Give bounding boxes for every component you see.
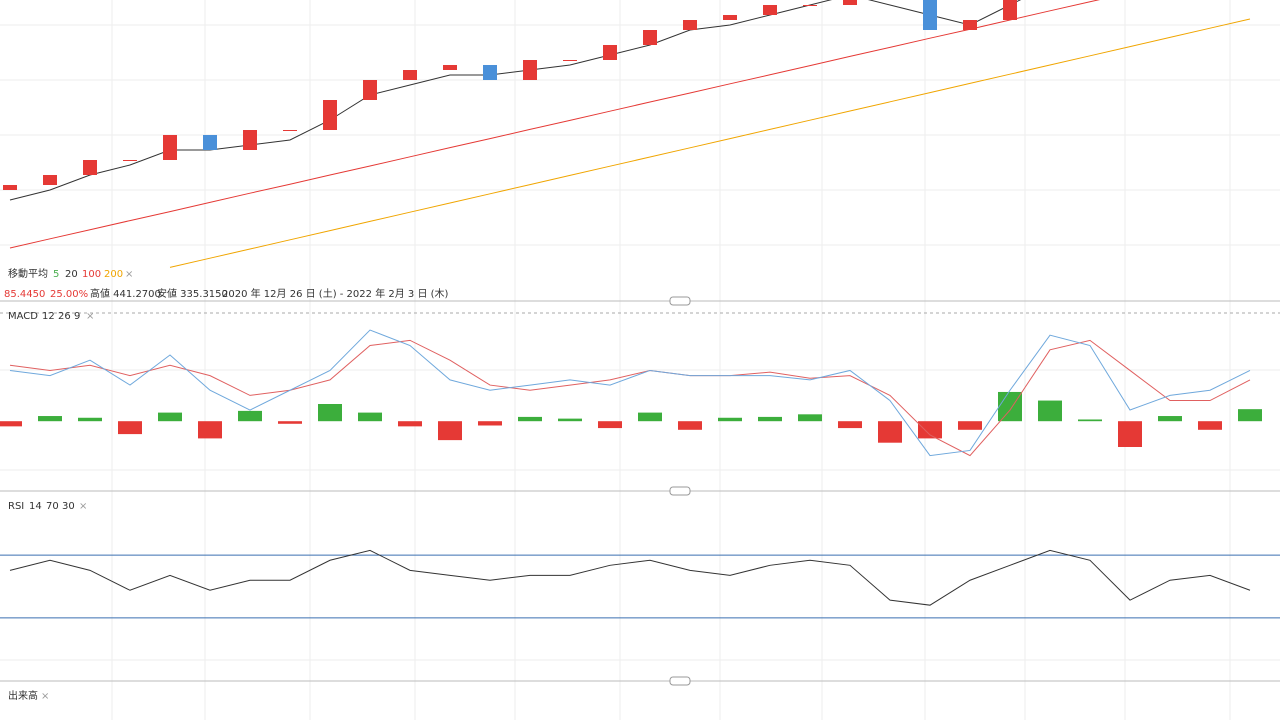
close-button[interactable]: × <box>86 311 94 322</box>
histogram-bar <box>798 414 822 422</box>
rsi-param: 14 <box>29 501 42 512</box>
histogram-bar <box>398 421 422 427</box>
histogram-bar <box>958 421 982 430</box>
histogram-bar <box>438 421 462 441</box>
volume-label: 出来高 <box>8 689 38 702</box>
histogram-bar <box>758 416 782 422</box>
candle <box>603 45 617 60</box>
ma-period: 5 <box>53 269 59 280</box>
rsi-label: RSI <box>8 501 24 512</box>
resize-handle[interactable] <box>669 296 691 306</box>
histogram-bar <box>1038 400 1062 422</box>
histogram-bar <box>238 410 262 422</box>
candle <box>43 175 57 185</box>
macd-param: 26 <box>58 311 71 322</box>
candle <box>763 5 777 15</box>
candle <box>123 160 137 161</box>
candle <box>83 160 97 175</box>
resize-handle[interactable] <box>669 676 691 686</box>
ma-period: 100 <box>82 269 101 280</box>
histogram-bar <box>478 421 502 426</box>
ma-label: 移動平均 <box>8 267 48 280</box>
candle <box>963 20 977 30</box>
candle <box>243 130 257 150</box>
histogram-bar <box>358 412 382 422</box>
rsi-param: 30 <box>62 501 75 512</box>
candle <box>1003 0 1017 20</box>
histogram-bar <box>718 417 742 422</box>
histogram-bar <box>998 391 1022 422</box>
resize-handle[interactable] <box>669 486 691 496</box>
rsi-param: 70 <box>46 501 59 512</box>
histogram-bar <box>638 412 662 422</box>
candle <box>163 135 177 160</box>
macd-param: 9 <box>74 311 80 322</box>
candle <box>523 60 537 80</box>
candle <box>803 5 817 6</box>
candle <box>683 20 697 30</box>
moving-average <box>169 18 1251 268</box>
last-value: 85.4450 <box>4 289 45 300</box>
date-range: 2020 年 12月 26 日 (土) - 2022 年 2月 3 日 (木) <box>222 287 449 300</box>
candle <box>283 130 297 131</box>
change: 25.00% <box>50 289 88 300</box>
histogram-bar <box>518 416 542 422</box>
rsi-line <box>9 549 1251 606</box>
candle <box>443 65 457 70</box>
histogram-bar <box>918 421 942 439</box>
low: 安値 335.3150 <box>157 287 228 300</box>
close-button[interactable]: × <box>41 691 49 702</box>
candle <box>563 60 577 61</box>
histogram-bar <box>1198 421 1222 430</box>
candle <box>723 15 737 20</box>
histogram-bar <box>1158 416 1182 422</box>
histogram-bar <box>838 421 862 429</box>
histogram-bar <box>878 421 902 443</box>
candle <box>483 65 497 80</box>
histogram-bar <box>278 421 302 424</box>
candle <box>403 70 417 80</box>
macd-param: 12 <box>42 311 55 322</box>
signal-line <box>9 339 1251 457</box>
moving-average <box>9 0 1022 201</box>
candle <box>843 0 857 5</box>
histogram-bar <box>158 412 182 422</box>
histogram-bar <box>1238 409 1262 422</box>
ma-period: 20 <box>65 269 78 280</box>
close-button[interactable]: × <box>125 269 133 280</box>
histogram-bar <box>38 416 62 422</box>
candle <box>643 30 657 45</box>
histogram-bar <box>198 421 222 439</box>
histogram-bar <box>0 421 22 427</box>
histogram-bar <box>598 421 622 429</box>
histogram-bar <box>318 404 342 422</box>
candle <box>323 100 337 130</box>
close-button[interactable]: × <box>79 501 87 512</box>
histogram-bar <box>78 417 102 422</box>
candle <box>3 185 17 190</box>
high: 高値 441.2700 <box>90 287 161 300</box>
ma-period: 200 <box>104 269 123 280</box>
moving-average <box>9 0 1101 249</box>
macd-label: MACD <box>8 311 38 322</box>
candle <box>363 80 377 100</box>
candle <box>203 135 217 150</box>
histogram-bar <box>1118 421 1142 447</box>
histogram-bar <box>1078 419 1102 422</box>
histogram-bar <box>118 421 142 435</box>
macd-line <box>9 329 1251 457</box>
histogram-bar <box>678 421 702 430</box>
candle <box>923 0 937 30</box>
histogram-bar <box>558 418 582 422</box>
